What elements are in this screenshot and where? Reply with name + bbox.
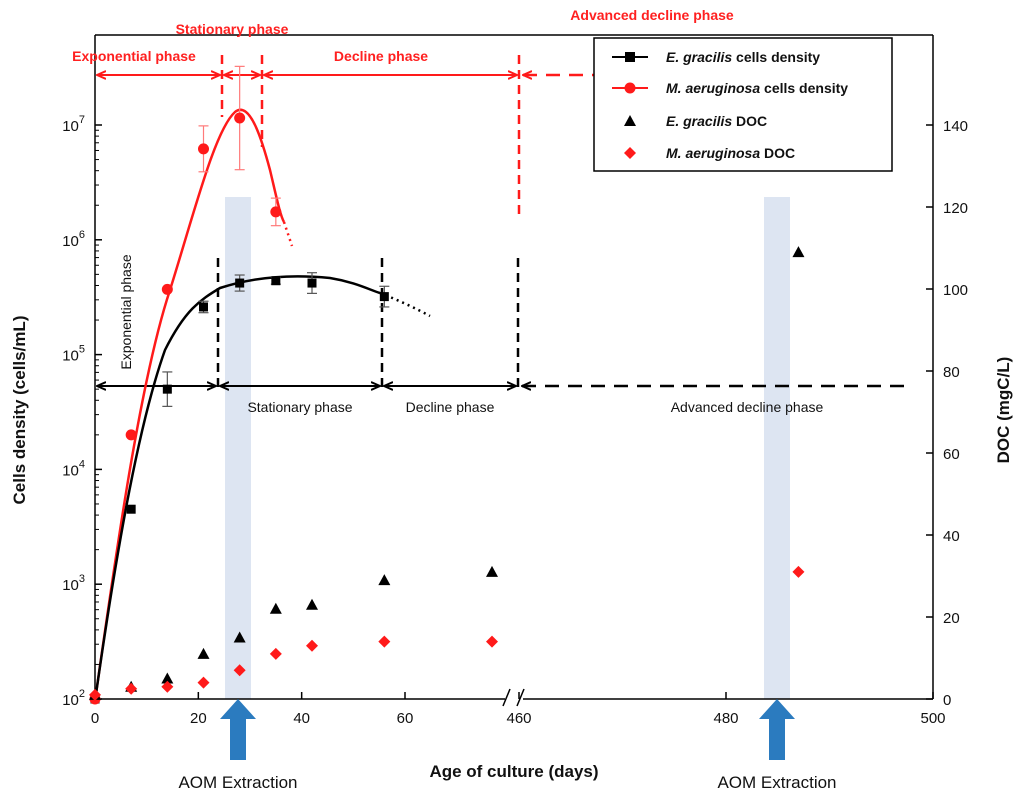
red-label-stationary: Stationary phase xyxy=(176,21,289,37)
m-aeruginosa-doc-point xyxy=(161,680,174,693)
e-gracilis-doc-point xyxy=(269,602,282,614)
aom-band-2 xyxy=(764,197,790,699)
e-gracilis-cells-density-point xyxy=(199,302,208,312)
x-tick-label-60: 60 xyxy=(397,710,414,727)
e-gracilis-doc-point xyxy=(233,631,246,643)
legend: E. gracilis cells density M. aeruginosa … xyxy=(593,37,893,172)
y-right-tick-label-80: 80 xyxy=(943,364,960,381)
y-left-tick-label-2: 104 xyxy=(62,458,85,479)
m-aeruginosa-doc-point xyxy=(125,682,138,695)
y-left-tick-label-0: 102 xyxy=(62,688,85,709)
aom-label-2: AOM Extraction xyxy=(717,773,836,792)
m-aeruginosa-doc-series xyxy=(89,565,805,701)
legend-marker-3 xyxy=(624,147,636,159)
legend-marker-2 xyxy=(624,115,636,126)
red-label-advanced-decline: Advanced decline phase xyxy=(570,7,734,23)
e-gracilis-doc-point xyxy=(792,246,805,258)
y-right-tick-label-40: 40 xyxy=(943,528,960,545)
x-tick-label-40: 40 xyxy=(293,710,310,727)
m-aeruginosa-cells-density-point xyxy=(234,112,246,124)
red-label-decline: Decline phase xyxy=(334,48,428,64)
aom-label-1: AOM Extraction xyxy=(178,773,297,792)
black-label-decline: Decline phase xyxy=(406,399,495,415)
y-left-tick-label-5: 107 xyxy=(62,114,85,135)
y-right-tick-label-100: 100 xyxy=(943,282,968,299)
m-aeruginosa-doc-point xyxy=(269,647,282,660)
black-label-advanced-decline: Advanced decline phase xyxy=(671,399,824,415)
x-axis-title: Age of culture (days) xyxy=(429,762,598,781)
e-gracilis-doc-point xyxy=(306,598,318,610)
e-gracilis-doc-series xyxy=(89,246,805,700)
y-left-tick-label-4: 106 xyxy=(62,229,85,250)
m-aeruginosa-doc-point xyxy=(89,688,101,701)
e-gracilis-doc-point xyxy=(161,672,174,684)
y-left-axis-title: Cells density (cells/mL) xyxy=(10,316,29,505)
axis-break-mark-2 xyxy=(516,688,525,707)
x-tick-label-0: 0 xyxy=(91,710,99,727)
m-aeruginosa-doc-point xyxy=(792,565,805,578)
m-aeruginosa-doc-point xyxy=(197,676,210,689)
x-tick-label-20: 20 xyxy=(190,710,207,727)
black-label-exponential: Exponential phase xyxy=(118,254,134,369)
x-tick-label-480: 480 xyxy=(713,710,738,727)
y-left-tick-label-3: 105 xyxy=(62,344,85,365)
legend-text-2: E. gracilis DOC xyxy=(666,113,767,129)
m-aeruginosa-fit-curve xyxy=(94,108,286,695)
m-aeruginosa-doc-point xyxy=(486,635,498,648)
e-gracilis-cells-density-point xyxy=(271,276,281,286)
e-gracilis-cells-density-point xyxy=(379,292,389,302)
red-label-exponential: Exponential phase xyxy=(72,48,196,64)
y-right-tick-label-20: 20 xyxy=(943,610,960,627)
e-gracilis-doc-point xyxy=(378,574,391,586)
y-left-tick-label-1: 103 xyxy=(62,573,85,594)
e-gracilis-cells-density-point xyxy=(162,384,172,394)
m-aeruginosa-doc-point xyxy=(378,635,391,648)
legend-marker-0 xyxy=(625,52,635,62)
legend-text-0: E. gracilis cells density xyxy=(666,49,820,65)
e-gracilis-cells-density-point xyxy=(235,278,245,288)
m-aeruginosa-cells-density-point xyxy=(125,429,137,441)
y-right-tick-label-60: 60 xyxy=(943,446,960,463)
e-gracilis-cells-density-point xyxy=(126,504,136,514)
e-gracilis-cells-density-point xyxy=(307,278,317,288)
black-label-stationary: Stationary phase xyxy=(247,399,352,415)
m-aeruginosa-cells-density-point xyxy=(198,143,209,155)
legend-text-3: M. aeruginosa DOC xyxy=(666,145,795,161)
y-right-tick-label-0: 0 xyxy=(943,692,951,709)
x-tick-label-460: 460 xyxy=(506,710,531,727)
points-layer xyxy=(89,65,805,705)
m-aeruginosa-cells-density-point xyxy=(161,283,173,295)
m-aeruginosa-fit-extrapolation xyxy=(282,221,294,247)
legend-marker-1 xyxy=(624,82,636,94)
m-aeruginosa-cells-density-point xyxy=(270,206,282,218)
y-right-axis-title: DOC (mgC/L) xyxy=(994,357,1013,464)
legend-box xyxy=(593,37,893,172)
axis-break-mark-1 xyxy=(502,688,511,707)
m-aeruginosa-doc-point xyxy=(306,639,318,652)
aom-band-1 xyxy=(225,197,251,699)
e-gracilis-doc-point xyxy=(197,647,210,659)
e-gracilis-fit-curve xyxy=(94,275,381,695)
legend-text-1: M. aeruginosa cells density xyxy=(666,80,848,96)
ticks-layer: 0 20 40 60 460 480 500 102 103 104 105 106 107 0 20 40 6… xyxy=(62,114,968,727)
e-gracilis-doc-point xyxy=(486,565,498,577)
x-tick-label-500: 500 xyxy=(920,710,945,727)
aom-arrow-icon-1 xyxy=(220,699,256,760)
y-right-tick-label-140: 140 xyxy=(943,118,968,135)
aom-arrow-icon-2 xyxy=(759,699,795,760)
m-aeruginosa-doc-point xyxy=(233,664,246,677)
y-right-tick-label-120: 120 xyxy=(943,200,968,217)
